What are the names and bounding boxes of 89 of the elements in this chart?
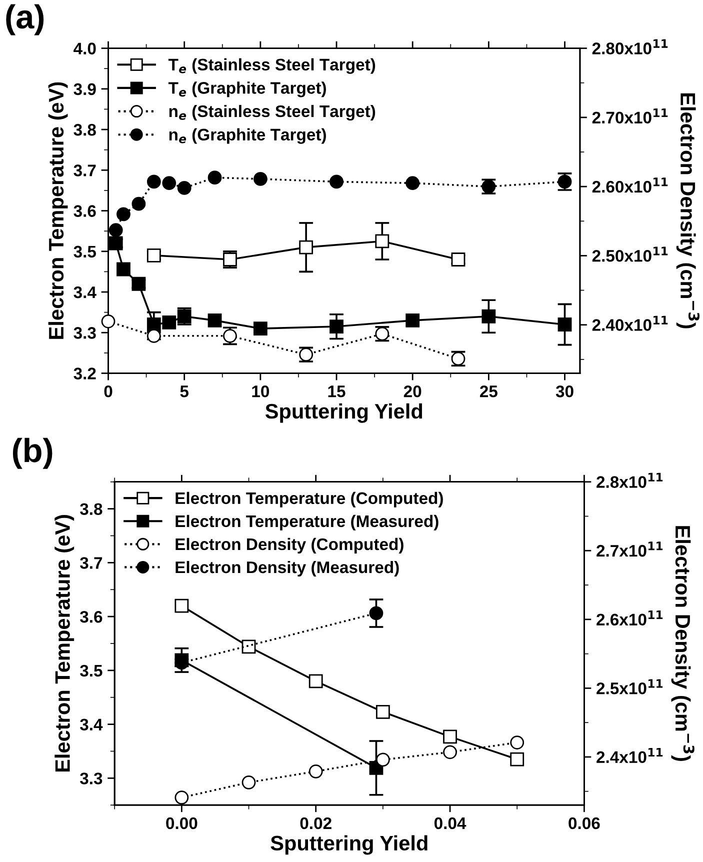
- y-axis-title: Electron Temperature (eV): [54, 515, 74, 772]
- x-tick-label: 0.04: [434, 817, 466, 830]
- y2-tick-label: 2.8x10$^{11}$: [596, 472, 663, 488]
- y-tick-label: 3.7: [80, 557, 102, 569]
- chart-title: (b): [12, 438, 52, 469]
- y-tick-label: 3.4: [74, 286, 96, 298]
- y-tick-label: 3.9: [74, 83, 96, 96]
- point: [101, 314, 116, 328]
- y2-tick-label: 2.4x10$^{11}$: [596, 748, 663, 764]
- legend-label: n$_{e}$ (Stainless Steel Target): [169, 104, 376, 121]
- point: [108, 223, 123, 238]
- legend-label: Electron Density (Measured): [176, 560, 399, 577]
- point: [406, 313, 420, 328]
- point: [146, 174, 161, 189]
- point: [208, 313, 222, 328]
- y2-axis-title: Electron Density (cm$^{−3}$): [676, 93, 700, 328]
- point: [330, 320, 344, 334]
- x-axis-title: Sputtering Yield: [270, 835, 428, 855]
- y-tick-label: 3.6: [80, 610, 102, 623]
- x-tick-label: 5: [180, 386, 189, 398]
- x-tick-label: 0.06: [568, 817, 600, 830]
- x-axis-title: Sputtering Yield: [265, 403, 422, 423]
- y2-axis-title: Electron Density (cm$^{−3}$): [671, 526, 694, 762]
- point: [174, 598, 189, 613]
- point: [162, 176, 176, 190]
- point: [330, 174, 344, 189]
- point: [253, 322, 268, 336]
- y2-tick-label: 2.50x10$^{11}$: [592, 246, 668, 262]
- point: [116, 207, 130, 222]
- legend-label: T$_{e}$ (Stainless Steel Target): [168, 58, 376, 74]
- legend-label: Electron Temperature (Computed): [176, 492, 443, 508]
- y2-tick-label: 2.80x10$^{11}$: [592, 39, 668, 54]
- x-tick-label: 0: [104, 385, 112, 398]
- point: [443, 730, 457, 744]
- y-tick-label: 3.5: [80, 664, 102, 677]
- point: [253, 172, 268, 186]
- y2-tick-label: 2.5x10$^{11}$: [596, 679, 663, 694]
- y-tick-label: 3.7: [74, 164, 96, 176]
- legend-label: n$_{e}$ (Graphite Target): [169, 128, 326, 144]
- x-tick-label: 30: [556, 385, 574, 398]
- x-tick-label: 15: [328, 386, 346, 398]
- point: [132, 276, 146, 291]
- y-tick-label: 3.3: [80, 772, 102, 784]
- point: [558, 318, 572, 332]
- point: [146, 328, 161, 343]
- point: [116, 262, 130, 276]
- x-tick-label: 25: [480, 385, 498, 398]
- point: [369, 606, 384, 620]
- point: [510, 752, 524, 766]
- y2-tick-label: 2.60x10$^{11}$: [592, 178, 668, 193]
- point: [242, 640, 256, 654]
- point: [375, 234, 390, 248]
- y-tick-label: 3.6: [74, 205, 96, 217]
- point: [308, 764, 323, 778]
- point: [177, 180, 192, 195]
- point: [451, 252, 466, 266]
- legend-label: Electron Density (Computed): [176, 538, 404, 554]
- point: [242, 775, 256, 790]
- point: [308, 674, 323, 688]
- y2-tick-label: 2.6x10$^{11}$: [596, 610, 663, 626]
- point: [108, 236, 123, 250]
- x-tick-label: 10: [252, 385, 270, 398]
- y-tick-label: 3.8: [80, 503, 102, 516]
- point: [146, 248, 161, 262]
- y2-tick-label: 2.40x10$^{11}$: [592, 316, 668, 331]
- point: [208, 170, 222, 185]
- y2-tick-label: 2.70x10$^{11}$: [592, 108, 668, 124]
- legend-label: Electron Temperature (Measured): [176, 514, 438, 530]
- point: [132, 196, 146, 211]
- y-tick-label: 3.5: [74, 246, 96, 258]
- x-tick-label: 0.02: [300, 817, 332, 830]
- y-tick-label: 4.0: [74, 42, 96, 54]
- y-axis-title: Electron Temperature (eV): [48, 82, 68, 339]
- y-tick-label: 3.2: [74, 368, 96, 380]
- point: [376, 704, 390, 719]
- point: [482, 309, 496, 324]
- point: [162, 316, 176, 330]
- y-tick-label: 3.3: [74, 327, 96, 339]
- chart-title: (a): [6, 4, 44, 36]
- legend-label: T$_{e}$ (Graphite Target): [168, 82, 326, 98]
- y-tick-label: 3.8: [74, 124, 96, 136]
- point: [376, 752, 390, 767]
- point: [406, 176, 420, 190]
- x-tick-label: 20: [404, 385, 422, 398]
- y-tick-label: 3.4: [80, 718, 103, 731]
- point: [146, 318, 161, 332]
- x-tick-label: 0.00: [166, 817, 198, 830]
- point: [299, 240, 314, 254]
- y2-tick-label: 2.7x10$^{11}$: [596, 542, 663, 557]
